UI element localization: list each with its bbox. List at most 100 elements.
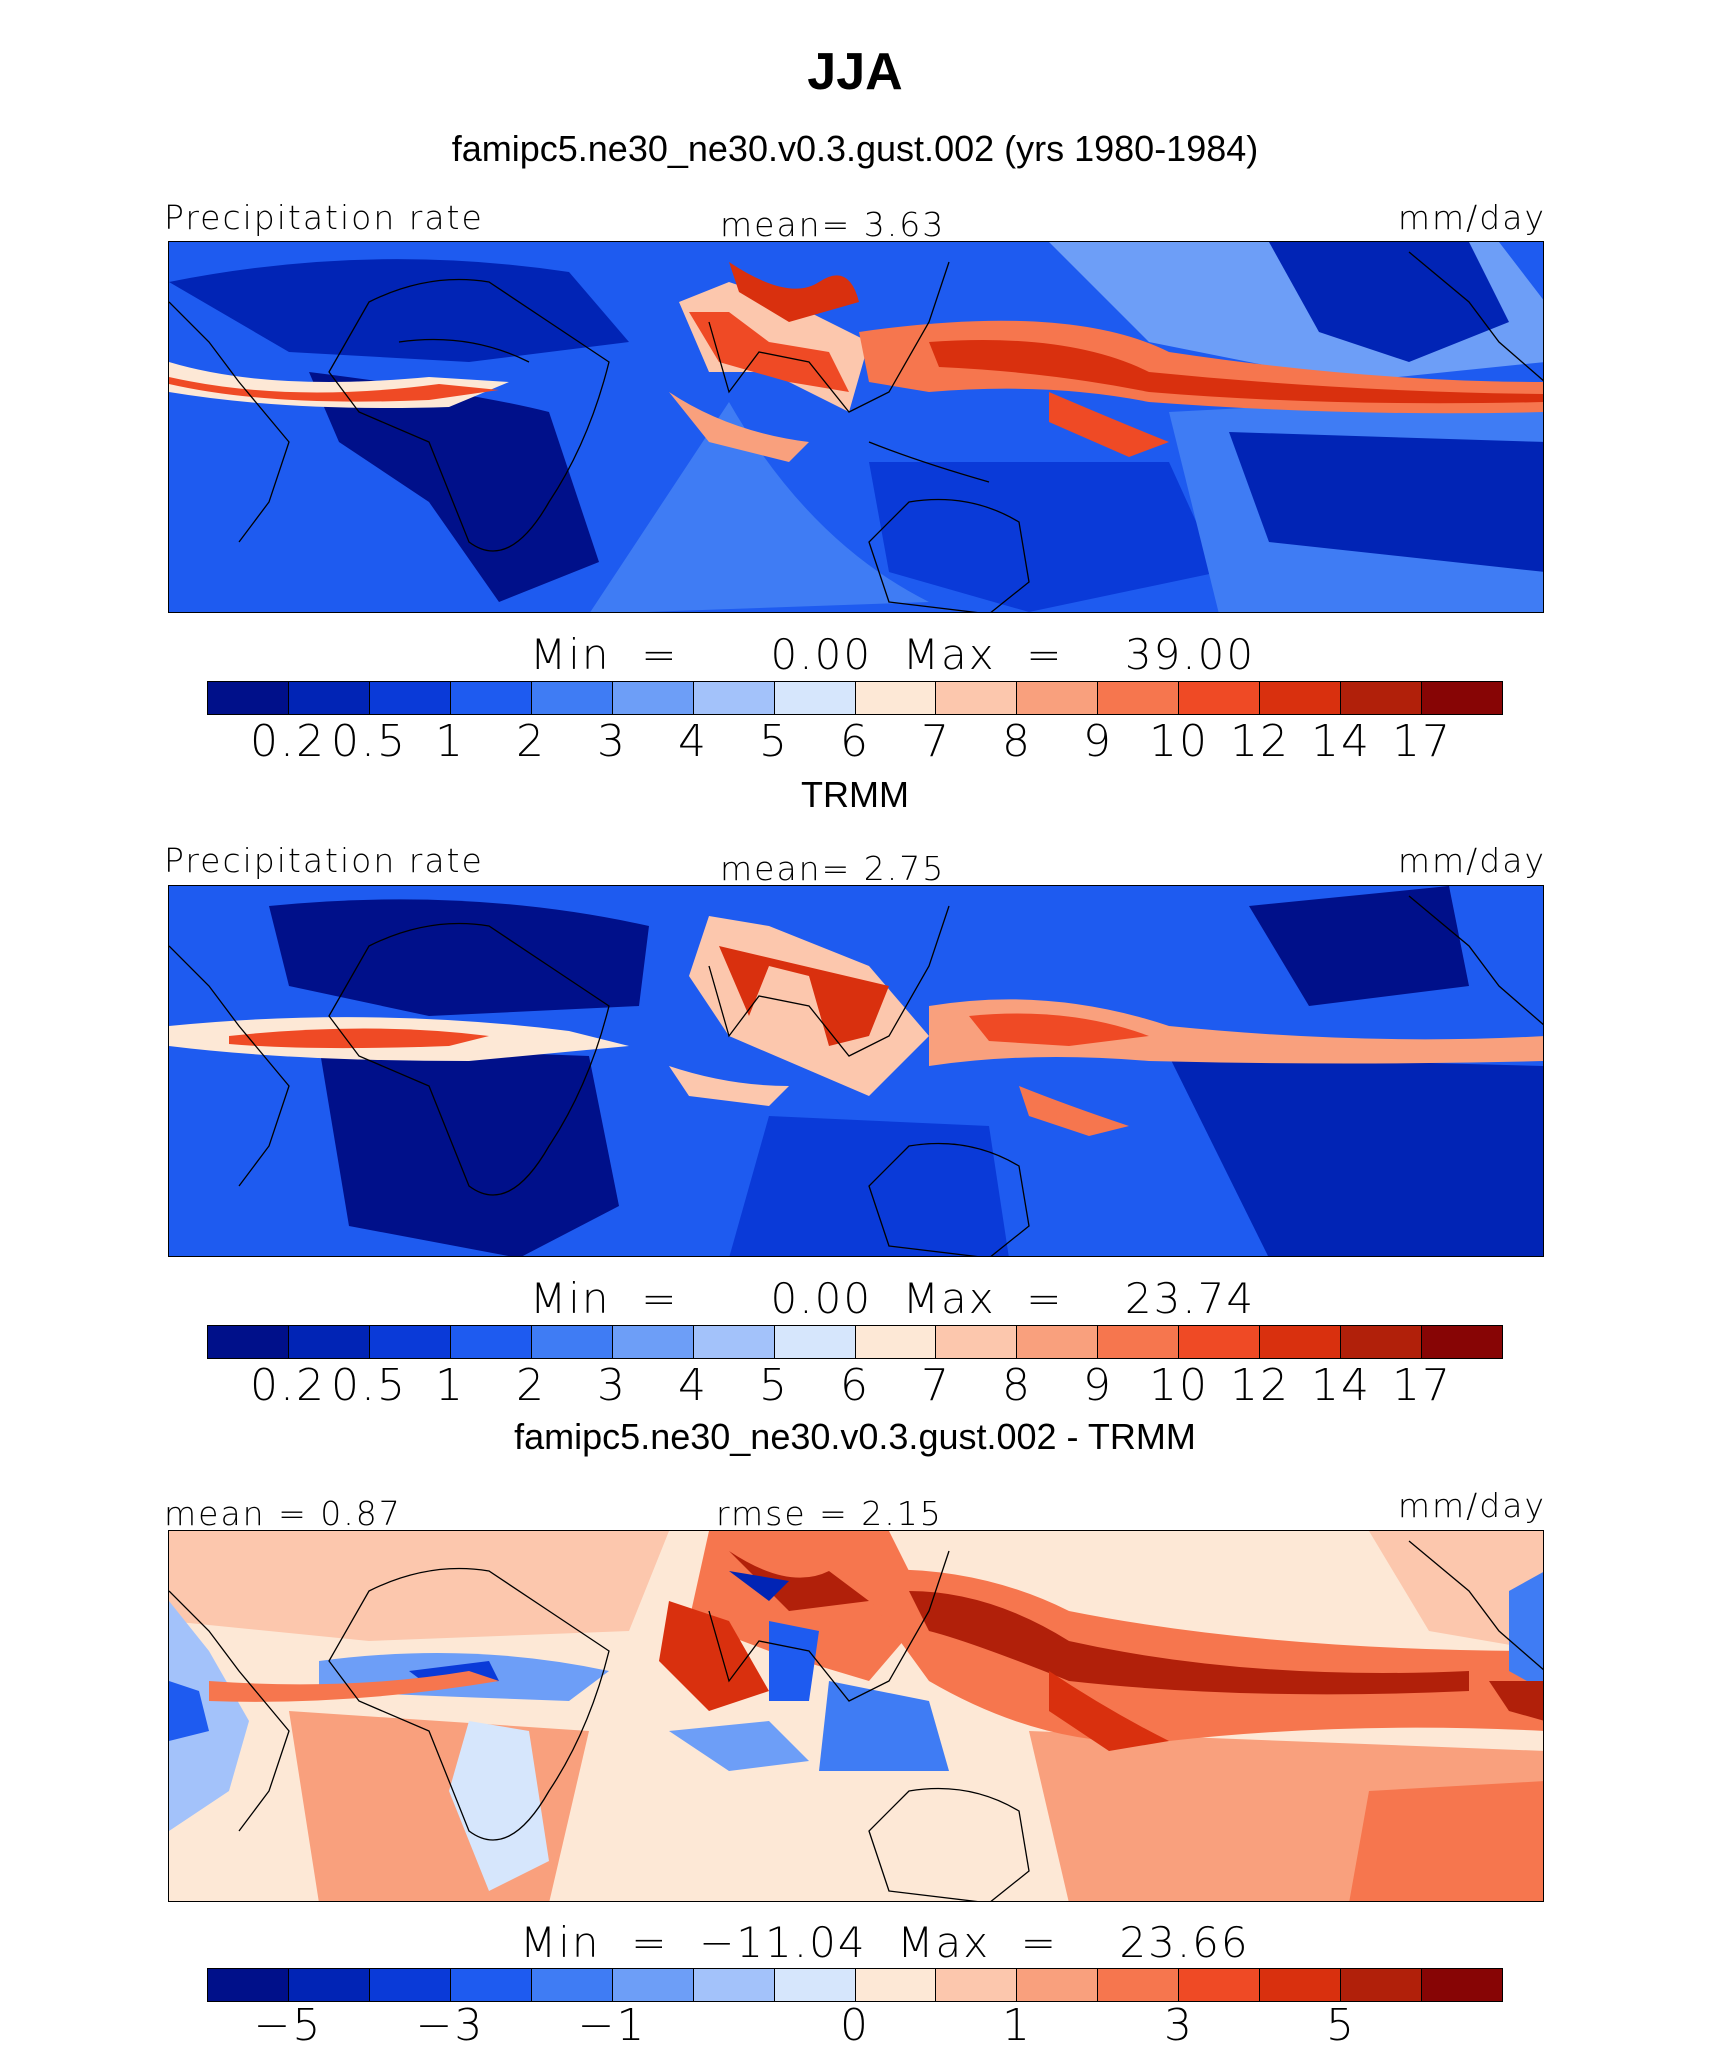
colorbar-swatch [1422, 682, 1502, 714]
colorbar-swatch [612, 1326, 694, 1358]
colorbar-tick-label: 0 [840, 2000, 870, 2051]
colorbar-swatch [1422, 1326, 1502, 1358]
panel2-colorbar [207, 1325, 1503, 1359]
colorbar-swatch [693, 1969, 775, 2001]
colorbar-swatch [693, 682, 775, 714]
colorbar-swatch [1017, 1326, 1099, 1358]
colorbar-tick-label: 0.2 [250, 1360, 326, 1411]
colorbar-tick-label: 9 [1083, 716, 1113, 767]
panel2-mean-label: mean= 2.75 [720, 849, 946, 888]
colorbar-swatch [855, 1326, 937, 1358]
colorbar-tick-label: 12 [1230, 716, 1290, 767]
colorbar-swatch [208, 1326, 289, 1358]
panel3-heading: famipc5.ne30_ne30.v0.3.gust.002 - TRMM [514, 1416, 1196, 1457]
colorbar-swatch [936, 1969, 1018, 2001]
panel2-map [168, 885, 1544, 1257]
figure-title: JJA [807, 43, 903, 101]
panel3-units-label: mm/day [1397, 1486, 1546, 1525]
colorbar-swatch [774, 1969, 856, 2001]
colorbar-tick-label: 17 [1392, 1360, 1452, 1411]
colorbar-tick-label: −5 [253, 2000, 323, 2051]
colorbar-tick-label: 2 [516, 716, 546, 767]
panel3-minmax: Min = −11.04 Max = 23.66 [520, 1918, 1250, 1967]
colorbar-tick-label: 1 [1002, 2000, 1032, 2051]
colorbar-tick-label: 0.5 [331, 716, 407, 767]
colorbar-swatch [1341, 1326, 1423, 1358]
colorbar-swatch [1341, 1969, 1423, 2001]
colorbar-tick-label: 8 [1002, 1360, 1032, 1411]
colorbar-swatch [288, 682, 370, 714]
colorbar-swatch [936, 1326, 1018, 1358]
colorbar-swatch [1260, 1326, 1342, 1358]
colorbar-swatch [774, 682, 856, 714]
colorbar-tick-label: 3 [597, 716, 627, 767]
colorbar-tick-label: 10 [1149, 716, 1209, 767]
colorbar-swatch [612, 1969, 694, 2001]
panel3-colorbar [207, 1968, 1503, 2002]
colorbar-tick-label: 1 [435, 1360, 465, 1411]
colorbar-swatch [1341, 682, 1423, 714]
panel1-heading: famipc5.ne30_ne30.v0.3.gust.002 (yrs 198… [451, 128, 1259, 169]
colorbar-tick-label: 0.2 [250, 716, 326, 767]
colorbar-swatch [1260, 1969, 1342, 2001]
colorbar-swatch [1017, 1969, 1099, 2001]
colorbar-swatch [208, 682, 289, 714]
panel1-colorbar [207, 681, 1503, 715]
panel3-map [168, 1530, 1544, 1902]
colorbar-tick-label: 17 [1392, 716, 1452, 767]
panel2-variable-label: Precipitation rate [164, 841, 484, 880]
colorbar-tick-label: 4 [678, 1360, 708, 1411]
colorbar-swatch [693, 1326, 775, 1358]
colorbar-tick-label: 4 [678, 716, 708, 767]
colorbar-swatch [450, 1969, 532, 2001]
colorbar-tick-label: 7 [921, 1360, 951, 1411]
panel1-mean-label: mean= 3.63 [720, 205, 946, 244]
colorbar-swatch [612, 682, 694, 714]
colorbar-tick-label: −1 [577, 2000, 647, 2051]
colorbar-tick-label: 10 [1149, 1360, 1209, 1411]
colorbar-tick-label: 0.5 [331, 1360, 407, 1411]
colorbar-swatch [1098, 682, 1180, 714]
panel1-map [168, 241, 1544, 613]
panel3-colorbar-ticks: −5 −3 −1 0 1 3 5 [207, 2000, 1503, 2051]
colorbar-swatch [1098, 1326, 1180, 1358]
colorbar-tick-label: 1 [435, 716, 465, 767]
colorbar-swatch [1098, 1969, 1180, 2001]
colorbar-swatch [1179, 1969, 1261, 2001]
colorbar-swatch [288, 1969, 370, 2001]
colorbar-tick-label: 14 [1311, 716, 1371, 767]
colorbar-tick-label: 7 [921, 716, 951, 767]
colorbar-swatch [936, 682, 1018, 714]
colorbar-swatch [450, 1326, 532, 1358]
colorbar-tick-label: 12 [1230, 1360, 1290, 1411]
colorbar-swatch [855, 1969, 937, 2001]
panel1-colorbar-ticks: 0.2 0.5 1 2 3 4 5 6 7 8 9 10 12 14 17 [207, 716, 1503, 767]
colorbar-tick-label: 5 [1326, 2000, 1356, 2051]
panel2-units-label: mm/day [1397, 841, 1546, 880]
colorbar-swatch [855, 682, 937, 714]
colorbar-swatch [369, 1969, 451, 2001]
panel2-colorbar-ticks: 0.2 0.5 1 2 3 4 5 6 7 8 9 10 12 14 17 [207, 1360, 1503, 1411]
colorbar-tick-label: 2 [516, 1360, 546, 1411]
colorbar-swatch [1017, 682, 1099, 714]
colorbar-tick-label: 6 [840, 716, 870, 767]
panel3-mean-label: mean = 0.87 [164, 1494, 402, 1533]
colorbar-swatch [369, 682, 451, 714]
colorbar-tick-label: 5 [759, 1360, 789, 1411]
colorbar-swatch [531, 1969, 613, 2001]
colorbar-tick-label: 9 [1083, 1360, 1113, 1411]
colorbar-tick-label: 5 [759, 716, 789, 767]
panel2-minmax: Min = 0.00 Max = 23.74 [530, 1274, 1256, 1323]
colorbar-swatch [450, 682, 532, 714]
panel3-rmse-label: rmse = 2.15 [716, 1494, 943, 1533]
colorbar-tick-label: −3 [415, 2000, 485, 2051]
colorbar-swatch [1179, 1326, 1261, 1358]
panel1-units-label: mm/day [1397, 198, 1546, 237]
colorbar-tick-label: 3 [1164, 2000, 1194, 2051]
colorbar-tick-label: 14 [1311, 1360, 1371, 1411]
colorbar-swatch [1260, 682, 1342, 714]
colorbar-tick-label: 3 [597, 1360, 627, 1411]
colorbar-tick-label: 8 [1002, 716, 1032, 767]
colorbar-swatch [1179, 682, 1261, 714]
colorbar-tick-label: 6 [840, 1360, 870, 1411]
